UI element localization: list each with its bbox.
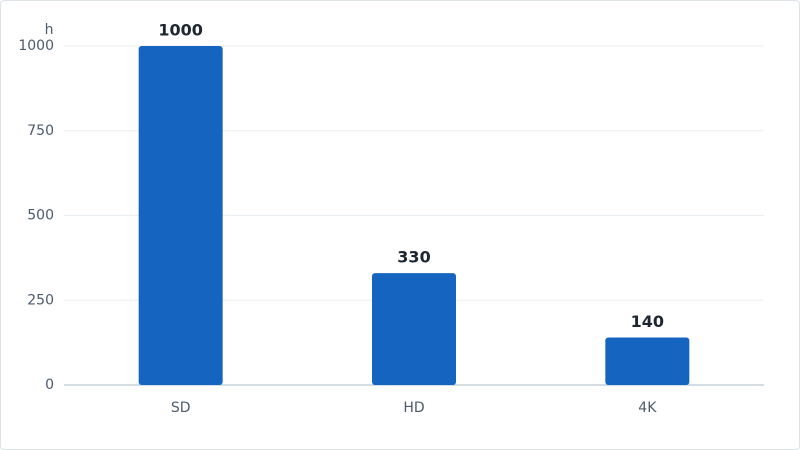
value-label: 330 xyxy=(397,248,430,267)
bar xyxy=(605,337,690,385)
bar xyxy=(138,46,223,385)
y-tick-label: 750 xyxy=(27,123,54,139)
value-label: 140 xyxy=(631,312,664,331)
y-tick-label: 1000 xyxy=(18,38,54,54)
value-label: 1000 xyxy=(158,21,203,40)
y-tick-label: 500 xyxy=(27,208,54,224)
y-tick-label: 0 xyxy=(45,377,54,393)
y-tick-label: 250 xyxy=(27,292,54,308)
y-axis-label: h xyxy=(45,22,54,38)
x-tick-label: SD xyxy=(171,400,191,416)
bar xyxy=(372,273,456,385)
x-tick-label: HD xyxy=(403,400,424,416)
x-tick-label: 4K xyxy=(638,400,657,416)
